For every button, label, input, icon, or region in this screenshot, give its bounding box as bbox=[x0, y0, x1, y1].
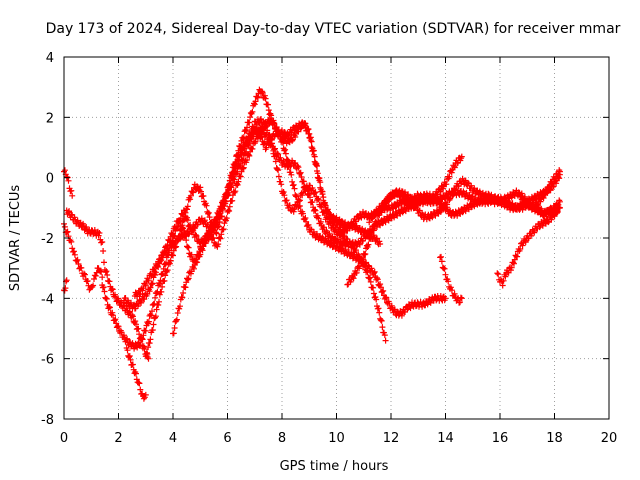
x-tick-label: 8 bbox=[278, 431, 286, 446]
x-tick-label: 14 bbox=[437, 431, 454, 446]
data-series-s15 bbox=[518, 167, 563, 213]
data-series-s14 bbox=[494, 204, 563, 289]
x-tick-label: 0 bbox=[60, 431, 68, 446]
y-tick-label: 0 bbox=[46, 172, 54, 187]
x-tick-label: 6 bbox=[223, 431, 231, 446]
data-series-s7 bbox=[131, 115, 449, 319]
data-series bbox=[61, 86, 563, 402]
x-tick-label: 4 bbox=[169, 431, 177, 446]
data-series-s8 bbox=[123, 345, 149, 402]
data-series-s13 bbox=[437, 253, 465, 306]
x-tick-label: 16 bbox=[492, 431, 509, 446]
y-tick-label: -2 bbox=[41, 232, 54, 247]
y-tick-label: 2 bbox=[46, 111, 54, 126]
data-series-s10 bbox=[170, 119, 384, 337]
y-tick-label: -6 bbox=[41, 353, 54, 368]
axis-ticks: 0 2 4 6 8 10 12 14 16 18 20 -8 -6 -4 -2 0 2 4 bbox=[41, 51, 617, 446]
x-tick-label: 2 bbox=[114, 431, 122, 446]
x-tick-label: 12 bbox=[383, 431, 400, 446]
y-tick-label: -4 bbox=[41, 292, 54, 307]
y-tick-label: -8 bbox=[41, 413, 54, 428]
data-series-s9 bbox=[142, 116, 389, 360]
y-axis-label: SDTVAR / TECUs bbox=[8, 185, 23, 292]
x-tick-label: 10 bbox=[328, 431, 345, 446]
y-tick-label: 4 bbox=[46, 51, 54, 66]
x-axis-label: GPS time / hours bbox=[280, 459, 389, 474]
x-tick-label: 20 bbox=[601, 431, 618, 446]
x-tick-label: 18 bbox=[546, 431, 563, 446]
chart-title: Day 173 of 2024, Sidereal Day-to-day VTE… bbox=[46, 21, 621, 37]
